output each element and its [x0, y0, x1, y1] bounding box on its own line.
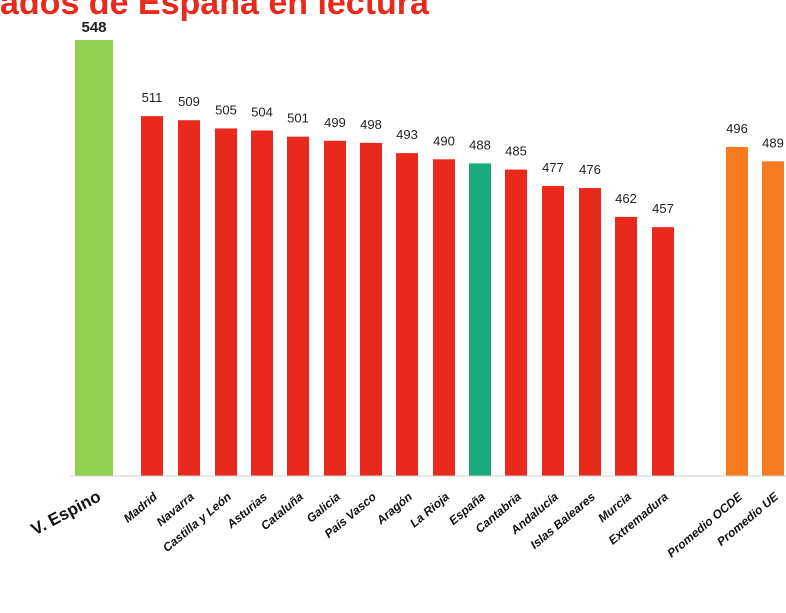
category-label-promedio-ue: Promedio UE — [714, 489, 781, 549]
value-label-navarra: 509 — [178, 94, 200, 109]
bar-madrid — [141, 116, 163, 477]
bar-promedio-ue — [762, 161, 784, 476]
value-label-islas-baleares: 476 — [579, 162, 601, 177]
value-label-asturias: 504 — [251, 104, 273, 119]
bar-islas-baleares — [579, 188, 601, 476]
value-label-madrid: 511 — [142, 90, 163, 105]
value-labels-group: 548 511 509 505 504 501 499 498 493 490 488 485 477 4… — [81, 19, 783, 216]
value-label-galicia: 499 — [324, 115, 346, 130]
value-label-extremadura: 457 — [652, 201, 674, 216]
bar-cataluna — [287, 136, 309, 476]
category-label-la-rioja: La Rioja — [407, 489, 452, 530]
value-label-promedio-ue: 489 — [762, 135, 784, 150]
value-label-murcia: 462 — [615, 191, 637, 206]
bar-castilla-y-leon — [215, 128, 237, 476]
value-label-promedio-ocde: 496 — [726, 121, 748, 136]
value-label-espana: 488 — [469, 137, 491, 152]
bar-asturias — [251, 130, 273, 476]
bar-pais-vasco — [360, 142, 382, 476]
value-label-pais-vasco: 498 — [360, 117, 382, 132]
value-label-cantabria: 485 — [505, 144, 527, 159]
value-label-v-espino: 548 — [81, 19, 106, 36]
value-label-la-rioja: 490 — [433, 133, 455, 148]
value-label-andalucia: 477 — [542, 160, 564, 175]
bars-group — [75, 40, 784, 477]
category-label-castilla-y-leon: Castilla y León — [160, 490, 234, 555]
bar-promedio-ocde — [726, 146, 748, 476]
bar-navarra — [178, 120, 200, 476]
bar-cantabria — [505, 169, 527, 476]
chart-title: ados de España en lectura — [0, 0, 430, 22]
bar-murcia — [615, 216, 637, 476]
value-label-cataluna: 501 — [287, 111, 309, 126]
bar-espana — [469, 163, 491, 476]
bar-v-espino — [75, 40, 113, 476]
bar-aragon — [396, 153, 418, 476]
bar-extremadura — [652, 227, 674, 476]
bar-la-rioja — [433, 159, 455, 476]
category-label-islas-baleares: Islas Baleares — [528, 489, 599, 551]
bar-andalucia — [542, 186, 564, 477]
category-label-v-espino: V. Espino — [28, 487, 104, 539]
value-label-aragon: 493 — [396, 127, 418, 142]
value-label-castilla-y-leon: 505 — [215, 102, 237, 117]
bar-galicia — [324, 140, 346, 476]
